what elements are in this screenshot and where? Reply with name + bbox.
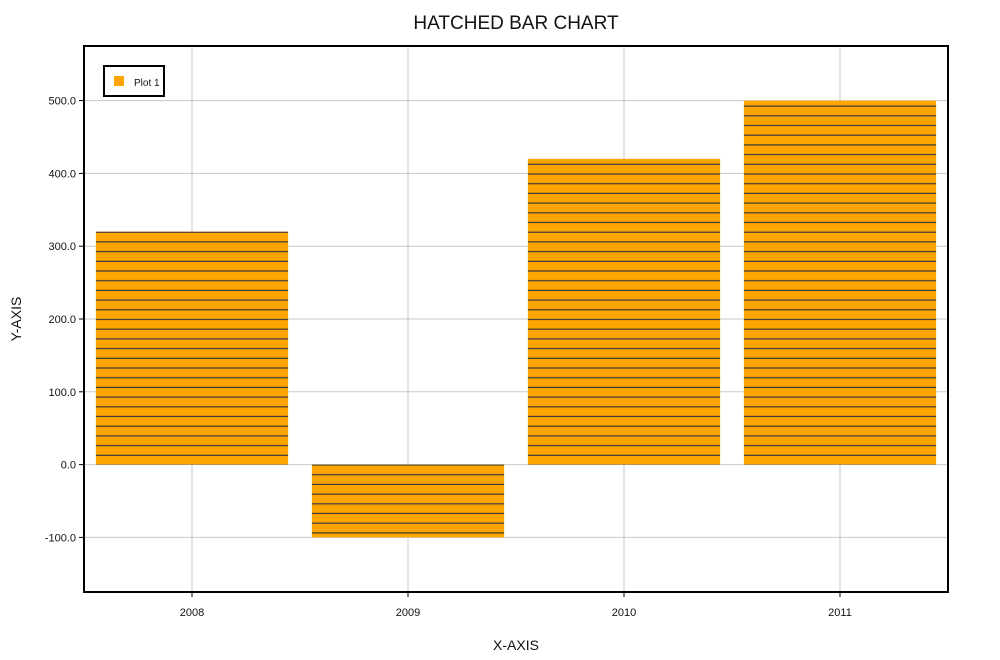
y-tick-label: 100.0 — [48, 387, 76, 399]
y-tick-label: 200.0 — [48, 314, 76, 326]
y-axis-ticks: -100.0 0.0 100.0 200.0 300.0 400.0 500.0 — [45, 96, 84, 544]
bar-2010 — [527, 158, 721, 465]
x-tick-label: 2011 — [828, 607, 852, 619]
x-tick-label: 2009 — [396, 607, 420, 619]
legend-swatch — [114, 76, 124, 86]
y-tick-label: 500.0 — [48, 96, 76, 108]
legend-label: Plot 1 — [134, 78, 160, 89]
legend: Plot 1 — [103, 65, 165, 97]
bar-hatch — [95, 231, 289, 465]
bars — [95, 100, 937, 538]
bar-hatch — [527, 158, 721, 465]
bar-2009 — [311, 464, 505, 538]
y-tick-label: -100.0 — [45, 532, 76, 544]
bar-hatch — [311, 464, 505, 538]
bar-hatch — [743, 100, 937, 465]
x-axis-label: X-AXIS — [493, 637, 539, 653]
x-tick-label: 2010 — [612, 607, 636, 619]
x-tick-label: 2008 — [180, 607, 204, 619]
bar-2011 — [743, 100, 937, 465]
chart-title: HATCHED BAR CHART — [413, 13, 619, 34]
x-axis-ticks: 2008 2009 2010 2011 — [180, 592, 852, 619]
y-axis-label: Y-AXIS — [8, 297, 24, 342]
y-tick-label: 300.0 — [48, 241, 76, 253]
bar-2008 — [95, 231, 289, 465]
y-tick-label: 400.0 — [48, 168, 76, 180]
y-tick-label: 0.0 — [61, 460, 76, 472]
